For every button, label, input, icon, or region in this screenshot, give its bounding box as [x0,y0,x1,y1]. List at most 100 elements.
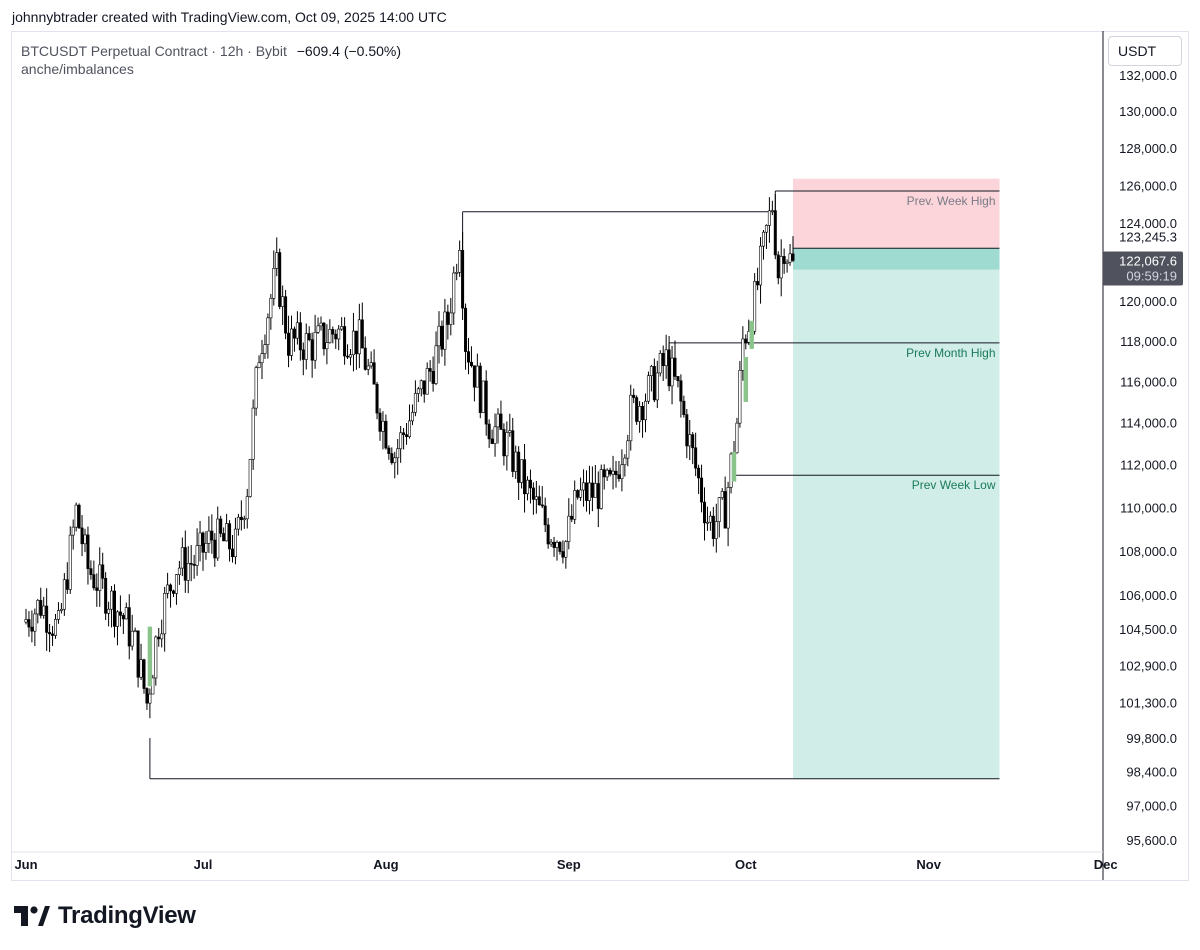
chart-frame [11,31,1189,881]
candle-body [180,547,184,569]
candle-body [375,383,379,414]
price-tick-label: 104,500.0 [1119,622,1177,637]
candle-body [475,365,479,388]
candle-body [307,333,311,340]
candle-body [121,615,125,620]
candle-body [655,372,659,401]
candle-body [348,354,352,358]
candle-body [405,434,409,437]
candle-body [452,272,456,314]
candle-body [263,344,267,354]
candle-body [304,333,308,360]
price-marker-label: 123,245.3 [1119,230,1177,245]
candle-body [478,365,482,413]
candle-body [83,534,87,545]
candle-body [104,577,108,614]
candle-body [172,590,176,594]
candle-body [319,322,323,327]
candle-body [502,429,506,457]
candle-body [419,380,423,390]
candle-body [520,459,524,483]
currency-selector[interactable]: USDT [1108,36,1182,66]
candle-body [275,252,279,269]
price-tick-label: 101,300.0 [1119,696,1177,711]
indicator-name[interactable]: anche/imbalances [21,61,134,77]
candle-body [584,482,588,501]
candle-body [360,319,364,349]
price-tick-label: 99,800.0 [1126,731,1177,746]
candle-body [697,467,701,479]
candle-body [670,357,674,387]
price-tick-label: 97,000.0 [1126,799,1177,814]
price-tick-label: 98,400.0 [1126,765,1177,780]
candle-body [378,412,382,432]
price-tick-label: 132,000.0 [1119,68,1177,83]
candle-body [399,432,403,450]
symbol-legend[interactable]: BTCUSDT Perpetual Contract · 12h · Bybit… [21,41,401,61]
candle-body [632,394,636,398]
candle-body [431,371,435,384]
candle-body [537,496,541,506]
candle-body [393,457,397,464]
candle-body [570,515,574,520]
candle-body [387,447,391,454]
candle-body [301,349,305,360]
candle-body [602,469,606,478]
candle-body [667,349,671,387]
candle-body [638,405,642,422]
candle-body [714,521,718,539]
candle-body [118,611,122,616]
stop-loss-zone [793,178,1000,249]
candle-body [759,245,763,286]
candle-body [201,532,205,553]
candle-body [142,659,146,689]
candle-body [700,477,704,503]
candle-body [334,333,338,340]
tradingview-logo-text: TradingView [58,902,196,929]
candle-body [260,353,264,364]
candle-body [56,610,60,620]
candle-body [269,298,273,319]
candle-body [540,504,544,507]
candle-body [702,501,706,524]
candle-body [517,451,521,483]
candle-body [472,365,476,388]
candle-body [354,330,358,355]
candle-body [136,630,140,678]
candle-body [322,322,326,350]
candle-body [508,430,512,433]
candle-body [219,518,223,534]
time-tick-label: Sep [557,857,581,872]
last-price-label: 122,067.6 [1119,253,1177,268]
candle-body [773,210,777,256]
candle-body [337,328,341,340]
candle-body [679,380,683,402]
candle-body [39,600,43,616]
candle-body [363,347,367,370]
candle-body [266,317,270,345]
candle-body [183,547,187,581]
price-tick-label: 118,000.0 [1120,334,1177,349]
candle-body [567,515,571,542]
candle-body [785,261,789,264]
take-profit-zone [793,248,1000,779]
candle-body [496,413,500,428]
tradingview-logo[interactable]: TradingView [14,902,196,930]
candle-body [788,253,792,263]
symbol-title[interactable]: BTCUSDT Perpetual Contract · 12h · Bybit [21,43,287,59]
candle-body [233,528,237,558]
candle-body [416,388,420,394]
candle-body [145,688,149,704]
candle-body [643,400,647,421]
candle-body [381,420,385,432]
candle-body [723,491,727,529]
price-tick-label: 130,000.0 [1119,104,1177,119]
candle-body [86,534,90,569]
candle-body [735,422,739,454]
candle-body [216,518,220,559]
candle-body [599,469,603,509]
candle-body [62,579,66,610]
candle-body [343,326,347,357]
candle-body [351,330,355,356]
